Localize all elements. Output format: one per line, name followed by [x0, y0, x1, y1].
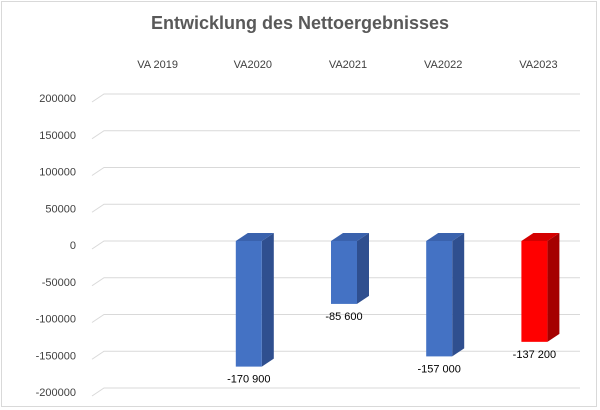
y-axis-tick-labels: 200000 150000 100000 50000 0 -50000 -100000 -15… — [36, 93, 76, 399]
data-label: -85 600 — [325, 311, 362, 323]
y-tick-label: 200000 — [39, 93, 76, 105]
gridline — [91, 277, 580, 287]
y-tick-label: 50000 — [45, 203, 76, 215]
category-label: VA2020 — [234, 59, 272, 71]
gridline — [91, 167, 580, 176]
bar — [521, 233, 560, 342]
category-label: VA 2019 — [137, 59, 178, 71]
data-label: -157 000 — [417, 363, 460, 375]
y-tick-label: 0 — [70, 240, 76, 252]
y-tick-label: 100000 — [39, 167, 76, 179]
bars — [235, 233, 560, 367]
data-labels: -170 900 -85 600 -157 000 -137 200 — [227, 311, 556, 386]
gridline — [91, 350, 580, 360]
y-tick-label: -200000 — [36, 387, 76, 399]
category-label: VA2022 — [424, 59, 462, 71]
data-label: -170 900 — [227, 374, 270, 386]
bar — [331, 233, 369, 304]
gridlines — [91, 93, 580, 397]
y-tick-label: -50000 — [42, 277, 76, 289]
gridline — [91, 203, 580, 213]
category-label: VA2023 — [519, 59, 557, 71]
y-tick-label: 150000 — [39, 130, 76, 142]
gridline — [91, 240, 580, 250]
gridline — [91, 387, 580, 397]
data-label: -137 200 — [513, 349, 556, 361]
bar — [235, 233, 274, 367]
category-labels: VA 2019 VA2020 VA2021 VA2022 VA2023 — [137, 59, 557, 71]
bar — [426, 233, 465, 357]
y-tick-label: -100000 — [36, 314, 76, 326]
gridline — [91, 130, 580, 140]
category-label: VA2021 — [329, 59, 367, 71]
gridline — [91, 314, 580, 323]
chart-title: Entwicklung des Nettoergebnisses — [151, 13, 449, 33]
gridline — [91, 93, 580, 103]
y-tick-label: -150000 — [36, 350, 76, 362]
